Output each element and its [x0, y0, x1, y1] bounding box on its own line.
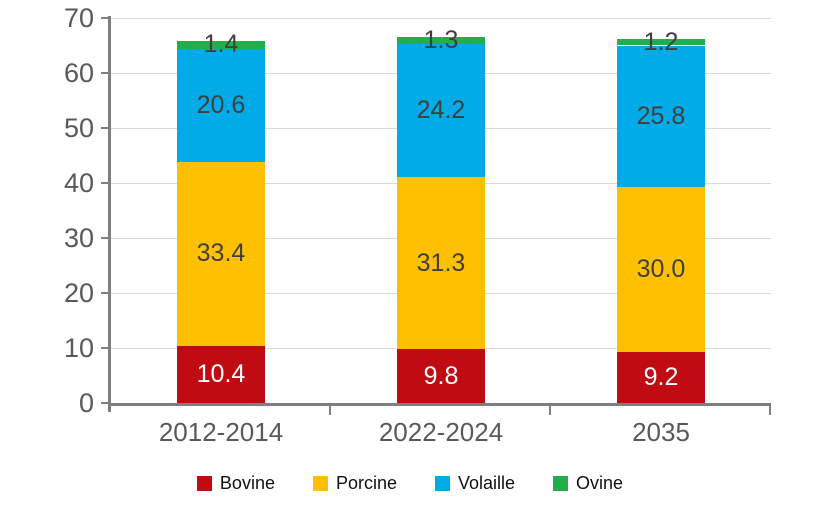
x-category-label-2012-2014: 2012-2014	[158, 417, 284, 447]
bar-segment-porcine-2022-2024	[397, 176, 485, 350]
x-category-label-2035: 2035	[632, 417, 690, 447]
x-axis-tick-3	[769, 403, 771, 415]
bar-segment-bovine-2035	[617, 352, 705, 403]
y-tick-label-30: 30	[63, 223, 94, 253]
y-axis-tick-0	[101, 402, 111, 404]
bar-segment-bovine-2022-2024	[397, 349, 485, 403]
legend-item-volaille: Volaille	[435, 473, 515, 494]
bar-segment-volaille-2022-2024	[397, 43, 485, 177]
y-axis-tick-20	[101, 292, 111, 294]
legend-label-volaille: Volaille	[458, 473, 516, 493]
bar-segment-porcine-2012-2014	[177, 162, 265, 346]
y-axis-tick-40	[101, 182, 111, 184]
bar-segment-volaille-2012-2014	[177, 48, 265, 163]
x-axis-tick-2	[549, 403, 551, 415]
legend-item-bovine: Bovine	[196, 473, 275, 494]
y-axis-line	[108, 16, 111, 412]
bar-segment-bovine-2012-2014	[177, 345, 265, 403]
y-tick-label-50: 50	[63, 113, 94, 143]
bar-segment-ovine-2012-2014	[177, 41, 265, 49]
y-tick-label-60: 60	[63, 58, 94, 88]
bar-segment-porcine-2035	[617, 187, 705, 353]
y-tick-label-20: 20	[63, 278, 94, 308]
y-axis-tick-30	[101, 237, 111, 239]
bar-segment-ovine-2035	[617, 38, 705, 46]
legend-swatch-bovine	[196, 476, 212, 491]
y-gridline-70	[111, 18, 771, 19]
legend-item-porcine: Porcine	[312, 473, 397, 494]
y-axis-tick-70	[101, 17, 111, 19]
legend-item-ovine: Ovine	[553, 473, 623, 494]
x-axis-line	[108, 403, 771, 406]
legend-swatch-volaille	[435, 476, 450, 491]
legend-swatch-ovine	[553, 476, 569, 491]
x-axis-tick-1	[329, 403, 331, 415]
bar-segment-volaille-2035	[617, 45, 705, 188]
y-axis-tick-50	[101, 127, 111, 129]
legend-label-ovine: Ovine	[576, 473, 624, 493]
bar-segment-ovine-2022-2024	[397, 36, 485, 44]
legend-label-bovine: Bovine	[219, 473, 275, 493]
legend-label-porcine: Porcine	[335, 473, 397, 493]
y-tick-label-70: 70	[63, 3, 94, 33]
legend-swatch-porcine	[312, 476, 328, 491]
y-tick-label-0: 0	[78, 388, 94, 418]
legend: Bovine Porcine Volaille Ovine	[0, 473, 820, 494]
y-axis-tick-10	[101, 347, 111, 349]
y-tick-label-40: 40	[63, 168, 94, 198]
y-tick-label-10: 10	[63, 333, 94, 363]
x-category-label-2022-2024: 2022-2024	[378, 417, 504, 447]
y-axis-tick-60	[101, 72, 111, 74]
